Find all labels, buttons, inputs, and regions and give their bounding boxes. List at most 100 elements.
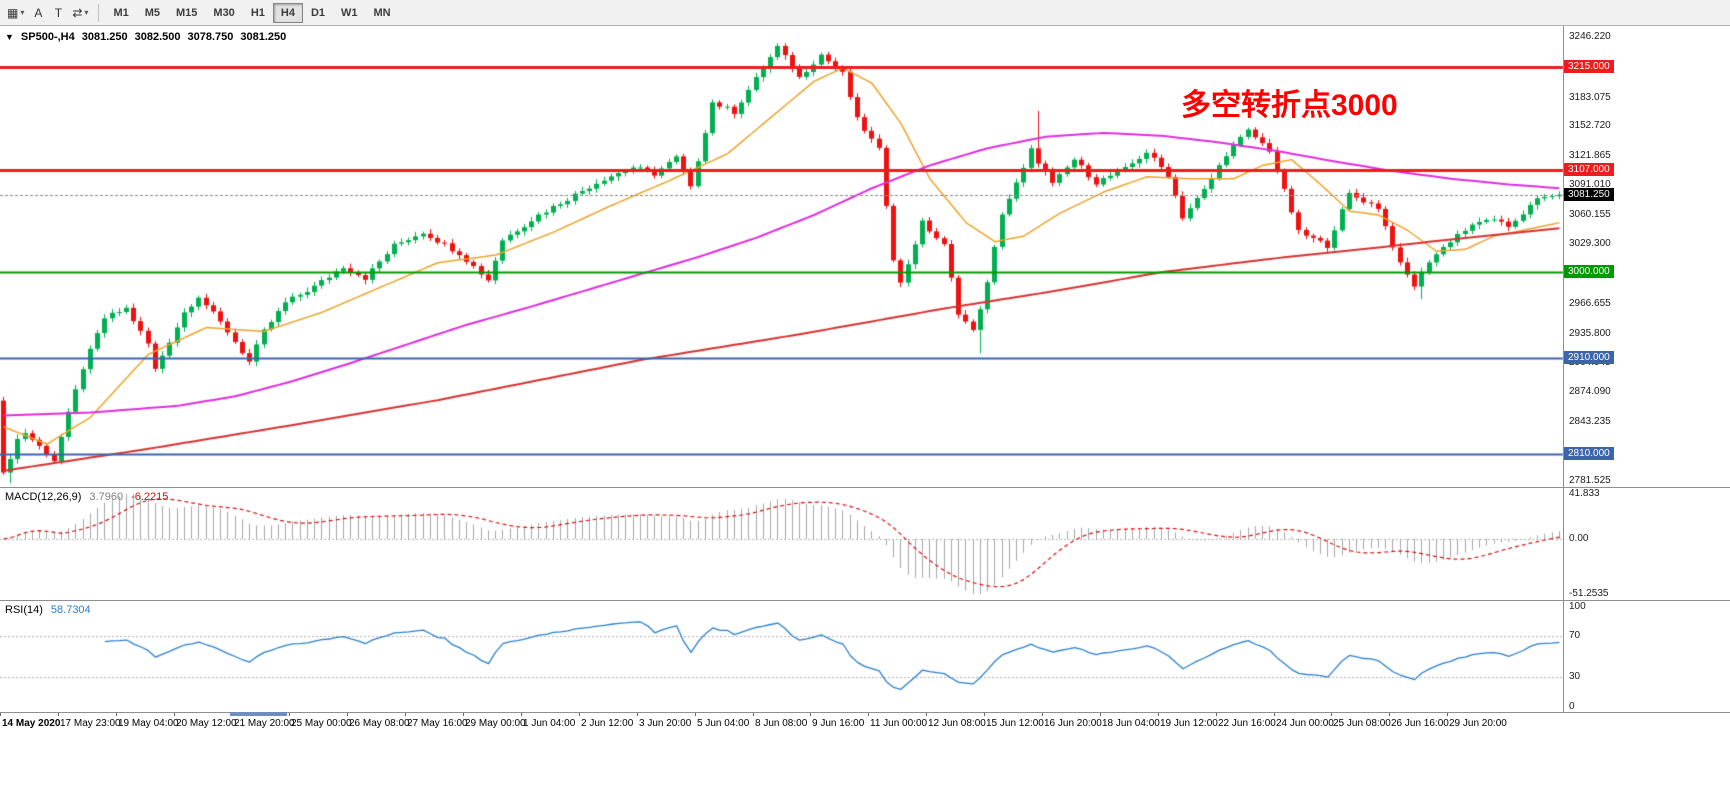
rsi-axis-label: 70: [1569, 630, 1581, 642]
macd-signal-value: -6.2215: [131, 491, 169, 503]
cycle-symbols-icon: ⇄: [72, 5, 83, 20]
price-axis-label: 2874.090: [1569, 386, 1611, 398]
rsi-panel-canvas[interactable]: [0, 601, 1730, 712]
time-axis-tick: [521, 713, 522, 716]
price-axis-label: 3091.010: [1569, 179, 1611, 191]
time-axis-tick: [695, 713, 696, 716]
price-axis-label: 2781.525: [1569, 474, 1611, 486]
time-axis-tick: [289, 713, 290, 716]
price-axis-label: 3121.865: [1569, 149, 1611, 161]
macd-rsi-splitter[interactable]: [0, 600, 1730, 601]
time-axis-label: 25 Jun 08:00: [1333, 718, 1391, 729]
time-axis-tick: [1389, 713, 1390, 716]
template-tool-button[interactable]: T: [48, 2, 68, 23]
h-scrollbar-thumb[interactable]: [230, 712, 287, 716]
macd-indicator-name: MACD(12,26,9): [5, 491, 82, 503]
time-axis-label: 25 May 00:00: [291, 718, 352, 729]
time-axis-label: 9 Jun 16:00: [812, 718, 865, 729]
time-axis-tick: [868, 713, 869, 716]
cycle-symbols-button[interactable]: ⇄ ▾: [68, 2, 92, 23]
toolbar: ▦ ▾ A T ⇄ ▾ M1 M5 M15 M30 H1 H4 D1 W1 MN: [0, 0, 1730, 26]
chart-objects-button[interactable]: ▦ ▾: [3, 2, 28, 23]
time-axis-label: 22 Jun 16:00: [1218, 718, 1276, 729]
time-axis-label: 29 Jun 20:00: [1449, 718, 1507, 729]
price-axis[interactable]: 3246.220 3183.075 3152.720 3121.865 3091.010…: [1564, 26, 1730, 487]
time-axis-label: 3 Jun 20:00: [639, 718, 692, 729]
main-macd-splitter[interactable]: [0, 487, 1730, 488]
timeframe-button-w1[interactable]: W1: [333, 3, 366, 23]
macd-axis-label: 41.833: [1569, 488, 1600, 499]
rsi-value: 58.7304: [50, 604, 91, 616]
one-click-trading-toggle[interactable]: ▼: [5, 32, 14, 42]
time-axis-label: 29 May 00:00: [465, 718, 526, 729]
time-axis-tick: [810, 713, 811, 716]
macd-panel-canvas[interactable]: [0, 488, 1730, 600]
axis-separator-line: [1563, 26, 1564, 713]
rsi-title: RSI(14) 58.7304: [5, 604, 91, 616]
time-axis-label: 15 Jun 12:00: [986, 718, 1044, 729]
rsi-axis-label: 30: [1569, 670, 1581, 682]
price-axis-label: 3029.300: [1569, 238, 1611, 250]
timeframe-button-m1[interactable]: M1: [105, 3, 136, 23]
text-label-tool-button[interactable]: A: [28, 2, 48, 23]
time-axis-label: 8 Jun 08:00: [755, 718, 808, 729]
chart-objects-icon: ▦: [7, 5, 19, 20]
time-axis-tick: [0, 713, 1, 716]
timeframe-button-m5[interactable]: M5: [137, 3, 168, 23]
timeframe-button-m15[interactable]: M15: [168, 3, 205, 23]
template-tool-icon: T: [54, 5, 63, 20]
timeframe-button-mn[interactable]: MN: [366, 3, 399, 23]
ohlc-open: 3081.250: [81, 31, 128, 43]
macd-axis-label: 0.00: [1569, 532, 1589, 544]
time-axis-label: 17 May 23:00: [60, 718, 121, 729]
time-axis-tick: [1100, 713, 1101, 716]
price-axis-label: 3152.720: [1569, 120, 1611, 132]
price-level-badge: 2810.000: [1564, 446, 1614, 460]
time-axis-tick: [1042, 713, 1043, 716]
chart-title: ▼ SP500-,H4 3081.250 3082.500 3078.750 3…: [5, 31, 286, 43]
time-axis-tick: [1158, 713, 1159, 716]
time-axis[interactable]: 14 May 2020 17 May 23:00 19 May 04:00 20 Ma…: [0, 713, 1563, 735]
time-axis-tick: [347, 713, 348, 716]
price-level-badge: 3000.000: [1564, 265, 1614, 279]
toolbar-separator: [98, 3, 100, 22]
rsi-axis-label: 100: [1569, 601, 1586, 612]
time-axis-label: 14 May 2020: [2, 718, 61, 729]
time-axis-label: 2 Jun 12:00: [581, 718, 634, 729]
rsi-axis[interactable]: 100 70 30 0: [1564, 601, 1730, 712]
time-axis-tick: [926, 713, 927, 716]
price-axis-label: 3246.220: [1569, 31, 1611, 43]
time-axis-tick: [984, 713, 985, 716]
main-chart-canvas[interactable]: [0, 26, 1730, 487]
timeframe-button-h1[interactable]: H1: [243, 3, 273, 23]
drawing-tools-group: ▦ ▾ A T ⇄ ▾: [3, 2, 92, 23]
time-axis-tick: [405, 713, 406, 716]
price-axis-label: 3183.075: [1569, 91, 1611, 103]
time-axis-tick: [174, 713, 175, 716]
time-axis-tick: [753, 713, 754, 716]
timeframe-button-h4[interactable]: H4: [272, 2, 303, 23]
macd-axis[interactable]: 41.833 0.00 -51.2535: [1564, 488, 1730, 600]
time-axis-label: 26 Jun 16:00: [1391, 718, 1449, 729]
time-axis-label: 19 Jun 12:00: [1160, 718, 1218, 729]
price-axis-label: 2966.655: [1569, 298, 1611, 310]
time-axis-tick: [1447, 713, 1448, 716]
price-level-badge: 2910.000: [1564, 351, 1614, 365]
time-axis-label: 20 May 12:00: [176, 718, 237, 729]
price-axis-label: 2843.235: [1569, 415, 1611, 427]
price-level-badge: 3215.000: [1564, 60, 1614, 74]
time-axis-label: 27 May 16:00: [407, 718, 468, 729]
rsi-indicator-name: RSI(14): [5, 604, 43, 616]
time-axis-tick: [463, 713, 464, 716]
timeframe-button-group: M1 M5 M15 M30 H1 H4 D1 W1 MN: [105, 2, 399, 23]
time-axis-label: 11 Jun 00:00: [870, 718, 928, 729]
symbol-period-label: SP500-,H4: [20, 31, 75, 43]
price-axis-label: 3060.155: [1569, 208, 1611, 220]
ohlc-low: 3078.750: [187, 31, 234, 43]
timeframe-button-d1[interactable]: D1: [303, 3, 333, 23]
time-axis-label: 5 Jun 04:00: [697, 718, 750, 729]
timeframe-button-m30[interactable]: M30: [205, 3, 242, 23]
chart-annotation-text[interactable]: 多空转折点3000: [1181, 89, 1398, 122]
macd-main-value: 3.7960: [89, 491, 124, 503]
